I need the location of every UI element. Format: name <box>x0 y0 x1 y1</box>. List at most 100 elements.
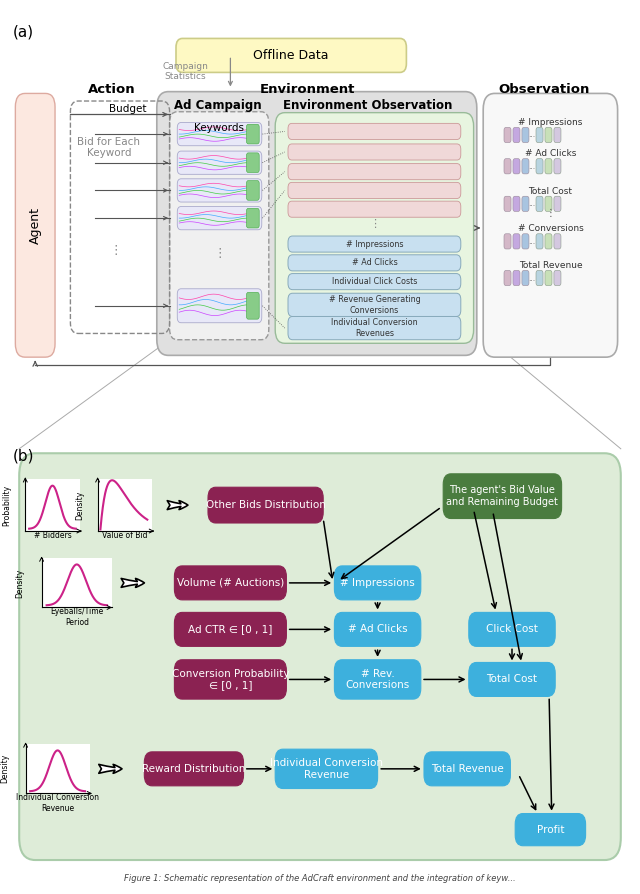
Text: # Ad Clicks: # Ad Clicks <box>525 149 576 158</box>
Text: Bid for Each
Keyword: Bid for Each Keyword <box>77 137 140 158</box>
Text: Observation: Observation <box>499 83 589 96</box>
Text: Action: Action <box>88 83 136 96</box>
FancyBboxPatch shape <box>208 487 323 523</box>
FancyBboxPatch shape <box>288 236 461 252</box>
FancyBboxPatch shape <box>536 159 543 173</box>
FancyBboxPatch shape <box>545 159 552 173</box>
Text: Other Bids Distribution: Other Bids Distribution <box>205 500 326 510</box>
FancyBboxPatch shape <box>468 662 556 696</box>
FancyBboxPatch shape <box>522 159 529 173</box>
FancyBboxPatch shape <box>522 270 529 286</box>
FancyBboxPatch shape <box>19 453 621 860</box>
Text: # Impressions: # Impressions <box>346 240 403 249</box>
FancyBboxPatch shape <box>288 293 461 316</box>
Text: (b): (b) <box>13 449 35 464</box>
Text: Agent: Agent <box>29 207 42 244</box>
FancyBboxPatch shape <box>515 814 586 846</box>
Text: Total Cost: Total Cost <box>529 187 572 196</box>
Text: # Revenue Generating
Conversions: # Revenue Generating Conversions <box>328 295 420 315</box>
FancyBboxPatch shape <box>536 270 543 286</box>
FancyBboxPatch shape <box>176 38 406 72</box>
Text: Profit: Profit <box>537 824 564 835</box>
FancyBboxPatch shape <box>275 113 474 343</box>
Text: Campaign
Statistics: Campaign Statistics <box>162 62 208 81</box>
Text: # Ad Clicks: # Ad Clicks <box>351 258 397 267</box>
Text: Environment Observation: Environment Observation <box>284 99 452 112</box>
FancyBboxPatch shape <box>334 660 421 699</box>
FancyBboxPatch shape <box>246 181 259 200</box>
FancyBboxPatch shape <box>174 566 287 600</box>
Text: Volume (# Auctions): Volume (# Auctions) <box>177 578 284 588</box>
FancyBboxPatch shape <box>288 182 461 198</box>
FancyBboxPatch shape <box>334 566 421 600</box>
Text: Figure 1: Schematic representation of the AdCraft environment and the integratio: Figure 1: Schematic representation of th… <box>124 874 516 883</box>
FancyBboxPatch shape <box>177 179 262 202</box>
FancyBboxPatch shape <box>177 289 262 323</box>
Text: (a): (a) <box>13 24 34 39</box>
Text: ...: ... <box>528 274 536 283</box>
FancyBboxPatch shape <box>174 612 287 646</box>
Text: Environment: Environment <box>259 83 355 96</box>
FancyBboxPatch shape <box>554 270 561 286</box>
FancyBboxPatch shape <box>157 92 477 356</box>
FancyBboxPatch shape <box>513 127 520 142</box>
FancyBboxPatch shape <box>483 94 618 358</box>
Text: Offline Data: Offline Data <box>253 49 329 62</box>
Text: ⋮: ⋮ <box>369 218 380 229</box>
Text: Conversion Probability
∈ [0 , 1]: Conversion Probability ∈ [0 , 1] <box>172 669 289 690</box>
Text: ⋮: ⋮ <box>109 244 122 257</box>
Text: Ad CTR ∈ [0 , 1]: Ad CTR ∈ [0 , 1] <box>188 624 273 635</box>
Text: ⋮: ⋮ <box>545 207 556 218</box>
FancyBboxPatch shape <box>15 94 55 358</box>
FancyBboxPatch shape <box>443 474 562 519</box>
Text: Total Cost: Total Cost <box>486 674 538 685</box>
FancyBboxPatch shape <box>536 233 543 249</box>
FancyBboxPatch shape <box>504 196 511 211</box>
Text: Total Revenue: Total Revenue <box>431 763 504 774</box>
FancyBboxPatch shape <box>334 612 421 646</box>
Text: Individual Conversion
Revenue: Individual Conversion Revenue <box>270 758 383 780</box>
FancyBboxPatch shape <box>513 233 520 249</box>
FancyBboxPatch shape <box>513 196 520 211</box>
FancyBboxPatch shape <box>288 255 461 271</box>
FancyBboxPatch shape <box>536 127 543 142</box>
FancyBboxPatch shape <box>522 196 529 211</box>
FancyBboxPatch shape <box>275 749 378 789</box>
FancyBboxPatch shape <box>246 153 259 173</box>
FancyBboxPatch shape <box>177 122 262 146</box>
Text: ...: ... <box>528 162 536 171</box>
FancyBboxPatch shape <box>554 159 561 173</box>
Text: ...: ... <box>528 237 536 246</box>
FancyBboxPatch shape <box>246 292 259 319</box>
Text: # Impressions: # Impressions <box>518 118 582 127</box>
Text: The agent's Bid Value
and Remaining Budget: The agent's Bid Value and Remaining Budg… <box>447 485 558 507</box>
FancyBboxPatch shape <box>554 196 561 211</box>
Text: Individual Conversion
Revenues: Individual Conversion Revenues <box>331 318 418 338</box>
Text: Click Cost: Click Cost <box>486 624 538 635</box>
Text: Ad Campaign: Ad Campaign <box>174 99 261 112</box>
Text: ...: ... <box>528 131 536 139</box>
FancyBboxPatch shape <box>246 124 259 144</box>
FancyBboxPatch shape <box>177 207 262 230</box>
FancyBboxPatch shape <box>536 196 543 211</box>
FancyBboxPatch shape <box>554 127 561 142</box>
FancyBboxPatch shape <box>545 233 552 249</box>
Text: ...: ... <box>528 199 536 208</box>
FancyBboxPatch shape <box>145 752 243 786</box>
FancyBboxPatch shape <box>288 316 461 340</box>
FancyBboxPatch shape <box>513 270 520 286</box>
FancyBboxPatch shape <box>504 159 511 173</box>
Text: # Ad Clicks: # Ad Clicks <box>348 624 408 635</box>
FancyBboxPatch shape <box>288 201 461 217</box>
FancyBboxPatch shape <box>177 151 262 174</box>
FancyBboxPatch shape <box>288 144 461 160</box>
Text: Reward Distribution: Reward Distribution <box>142 763 246 774</box>
Text: # Conversions: # Conversions <box>518 224 583 233</box>
FancyBboxPatch shape <box>246 208 259 228</box>
Text: Individual Click Costs: Individual Click Costs <box>332 277 417 286</box>
Text: Keywords: Keywords <box>194 122 244 133</box>
FancyBboxPatch shape <box>288 274 461 290</box>
Text: # Rev.
Conversions: # Rev. Conversions <box>346 669 410 690</box>
FancyBboxPatch shape <box>522 233 529 249</box>
FancyBboxPatch shape <box>504 270 511 286</box>
